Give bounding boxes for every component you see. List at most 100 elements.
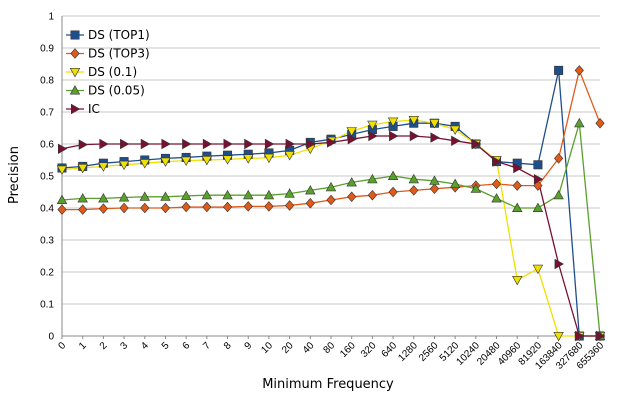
series-4-point-14 — [347, 133, 358, 145]
series-4-point-15 — [368, 130, 378, 142]
series-2-point-22 — [512, 275, 523, 286]
series-2-point-4 — [139, 159, 150, 169]
series-3-point-16 — [387, 170, 399, 180]
y-tick-label-10: 1 — [48, 12, 54, 23]
series-4-point-11 — [285, 138, 295, 150]
series-4-point-24 — [554, 258, 564, 270]
series-3-point-13 — [325, 181, 337, 192]
series-4-point-2 — [99, 138, 109, 150]
series-4-point-9 — [244, 138, 254, 150]
series-4-point-22 — [513, 162, 523, 174]
series-3-point-8 — [222, 189, 233, 200]
y-tick-label-2: 0.2 — [40, 268, 54, 279]
grid-layer — [62, 15, 600, 337]
series-1-point-17 — [409, 185, 419, 196]
series-1-point-10 — [264, 201, 274, 212]
series-4-point-4 — [140, 138, 151, 150]
series-4-point-3 — [120, 138, 130, 150]
legend-label-3: DS (0.05) — [88, 84, 145, 98]
series-4-point-6 — [182, 138, 192, 150]
series-1-point-5 — [160, 202, 171, 214]
series-3-point-25 — [574, 117, 585, 128]
series-3-point-9 — [243, 189, 254, 200]
series-3-point-5 — [160, 191, 171, 201]
y-tick-label-6: 0.6 — [40, 140, 54, 151]
y-tick-label-1: 0.1 — [40, 300, 54, 311]
series-1-point-15 — [367, 189, 377, 201]
series-0-point-23 — [533, 160, 543, 170]
series-3-point-7 — [201, 189, 213, 200]
series-2-point-6 — [180, 156, 192, 166]
series-4-point-10 — [264, 138, 275, 150]
series-2-point-18 — [429, 119, 440, 129]
y-tick-label-9: 0.9 — [40, 44, 54, 55]
series-1-point-9 — [243, 201, 253, 212]
series-2-point-8 — [222, 155, 233, 165]
series-1-point-6 — [181, 201, 191, 213]
legend-label-2: DS (0.1) — [88, 65, 137, 79]
series-4-point-26 — [595, 330, 606, 342]
legend: DS (TOP1) DS (TOP3) DS (0.1) DS (0.05) IC — [66, 28, 150, 116]
series-1-point-25 — [574, 65, 584, 76]
series-2-point-9 — [243, 154, 254, 164]
series-4-point-13 — [326, 137, 337, 148]
y-tick-label-7: 0.7 — [40, 108, 54, 119]
series-3-point-10 — [263, 189, 275, 200]
series-3-point-24 — [553, 189, 564, 200]
series-3-point-18 — [429, 175, 440, 185]
y-tick-label-5: 0.5 — [40, 172, 54, 183]
series-1-point-2 — [98, 203, 108, 214]
legend-marker-3 — [69, 85, 81, 95]
series-2-point-7 — [201, 156, 213, 166]
series-4-point-12 — [306, 138, 316, 150]
legend-label-4: IC — [88, 102, 100, 116]
series-3-point-20 — [470, 183, 482, 193]
series-1-point-11 — [285, 200, 295, 211]
series-3-point-11 — [284, 188, 295, 198]
legend-label-1: DS (TOP3) — [88, 47, 150, 61]
series-1-point-8 — [222, 201, 233, 213]
series-2-point-11 — [284, 151, 295, 161]
series-2-point-17 — [408, 116, 419, 126]
series-1-point-13 — [326, 194, 336, 206]
series-2-point-23 — [532, 264, 544, 275]
series-1-point-22 — [512, 180, 522, 191]
y-tick-label-0: 0 — [48, 332, 54, 343]
series-2-point-14 — [346, 127, 357, 137]
series-3-point-21 — [491, 193, 502, 203]
series-2-point-24 — [553, 331, 564, 342]
series-2-point-10 — [263, 153, 275, 164]
series-3-point-3 — [118, 192, 130, 202]
series-3-point-19 — [449, 178, 461, 188]
series-1-point-3 — [119, 202, 129, 214]
series-4-point-17 — [409, 130, 420, 142]
series-2-point-0 — [56, 165, 68, 175]
series-4-point-5 — [161, 138, 171, 150]
series-0-point-24 — [554, 65, 564, 75]
series-3-point-1 — [77, 193, 88, 203]
y-tick-label-8: 0.8 — [40, 76, 54, 87]
series-2-point-19 — [449, 125, 461, 135]
series-layer — [56, 65, 606, 342]
series-3-point-22 — [512, 202, 523, 212]
series-1-point-21 — [491, 178, 502, 190]
series-4-point-0 — [57, 143, 68, 155]
series-4-point-7 — [202, 138, 213, 150]
series-1-point-24 — [554, 153, 564, 164]
series-3-point-15 — [367, 173, 378, 184]
legend-label-0: DS (TOP1) — [88, 28, 150, 42]
series-1-point-14 — [347, 191, 357, 203]
series-3-point-17 — [408, 173, 419, 184]
series-2-point-1 — [77, 164, 88, 174]
series-1-point-23 — [533, 180, 543, 191]
series-4-point-8 — [223, 138, 233, 150]
series-1-point-12 — [305, 197, 315, 209]
series-2-point-2 — [98, 162, 109, 172]
series-4-point-19 — [451, 135, 461, 147]
series-1-point-0 — [57, 204, 67, 215]
series-4-point-1 — [78, 139, 89, 150]
series-3-point-6 — [180, 190, 192, 200]
y-axis-title: Precision — [7, 146, 22, 204]
legend-marker-4 — [71, 103, 81, 115]
